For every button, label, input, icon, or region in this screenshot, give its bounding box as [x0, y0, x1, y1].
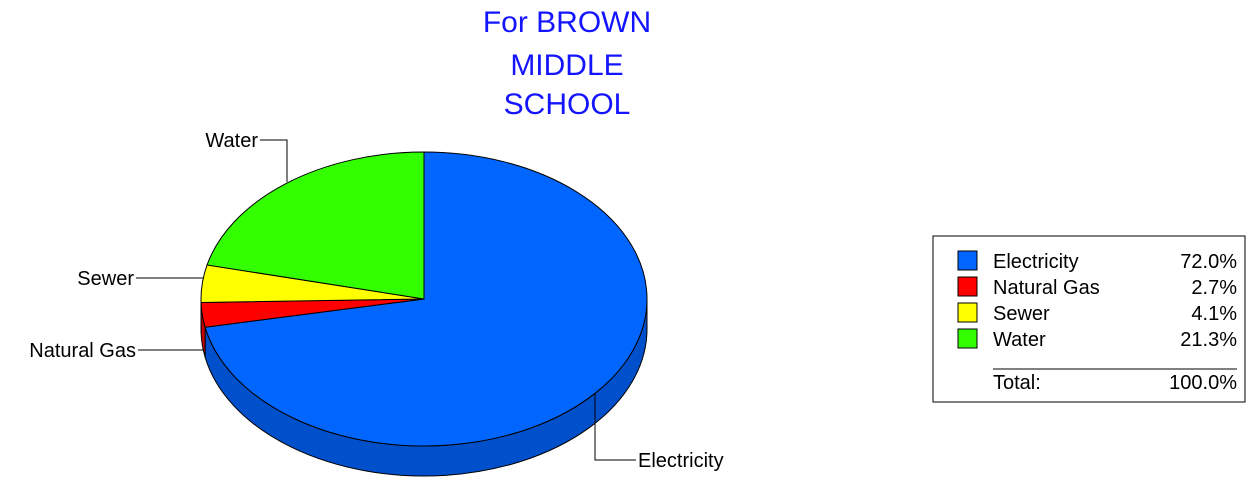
pie-slice-water [206, 151, 425, 300]
legend-label-sewer: Sewer [993, 303, 1050, 325]
pie-slice-electricity [204, 151, 648, 447]
legend-value-natural-gas: 2.7% [1191, 277, 1237, 299]
legend-swatch-sewer [957, 302, 978, 323]
legend-label-water: Water [993, 329, 1046, 351]
legend-swatch-water [957, 328, 978, 349]
callout-label-water: Water [205, 130, 258, 152]
callout-label-electricity: Electricity [638, 450, 724, 472]
legend-label-natural-gas: Natural Gas [993, 277, 1100, 299]
callout-line-electricity [594, 393, 636, 461]
callout-line-water [260, 139, 288, 182]
legend-item-sewer: Sewer 4.1% [957, 302, 1237, 325]
legend-total-label: Total: [993, 372, 1041, 394]
legend-value-electricity: 72.0% [1180, 251, 1237, 273]
legend-label-electricity: Electricity [993, 251, 1079, 273]
legend-value-water: 21.3% [1180, 329, 1237, 351]
chart-title-line-1: For BROWN [483, 6, 651, 39]
chart-title: For BROWN MIDDLE SCHOOL [483, 6, 651, 121]
legend-item-electricity: Electricity 72.0% [957, 250, 1237, 273]
legend-item-natural-gas: Natural Gas 2.7% [957, 276, 1237, 299]
callout-water: Water [205, 130, 288, 182]
legend-total-value: 100.0% [1169, 372, 1237, 394]
chart-title-line-2: MIDDLE [510, 49, 623, 82]
callout-line-natural-gas [138, 348, 204, 351]
legend-value-sewer: 4.1% [1191, 303, 1237, 325]
legend: Electricity 72.0% Natural Gas 2.7% Sewer 4.1%… [932, 235, 1246, 403]
legend-item-water: Water 21.3% [957, 328, 1237, 351]
pie-slices [200, 151, 648, 447]
callout-electricity: Electricity [594, 393, 724, 472]
callout-natural-gas: Natural Gas [29, 340, 204, 362]
callout-label-natural-gas: Natural Gas [29, 340, 136, 362]
callout-sewer: Sewer [77, 268, 203, 290]
legend-swatch-electricity [957, 250, 978, 271]
legend-box [932, 235, 1246, 403]
legend-swatch-natural-gas [957, 276, 978, 297]
slice-callouts: Electricity Natural Gas Sewer Water [29, 130, 723, 472]
chart-title-line-3: SCHOOL [504, 88, 631, 121]
callout-label-sewer: Sewer [77, 268, 134, 290]
